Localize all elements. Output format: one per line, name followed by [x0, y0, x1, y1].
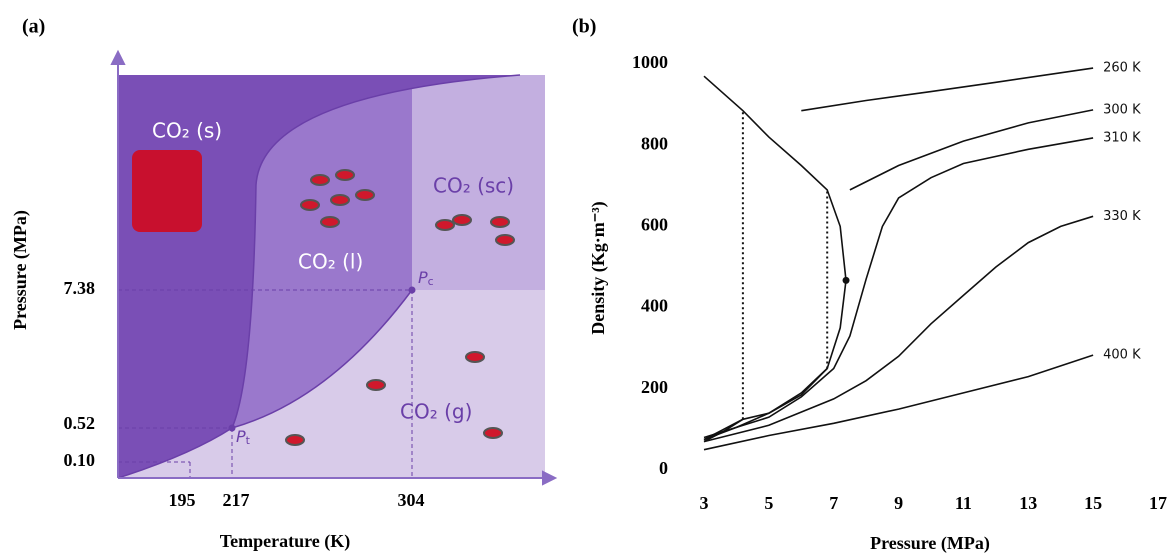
molecule: [286, 435, 304, 445]
x-axis-label: Temperature (K): [220, 531, 350, 552]
molecule: [311, 175, 329, 185]
series-line: [704, 110, 1093, 440]
x-axis-label: Pressure (MPa): [870, 533, 990, 554]
x-tick-label: 7: [829, 493, 838, 513]
y-tick-label: 600: [641, 215, 668, 235]
phase-label: CO₂ (sc): [433, 174, 514, 198]
triple-point: [229, 425, 236, 432]
y-tick-label: 1000: [632, 52, 668, 72]
molecule: [496, 235, 514, 245]
series-label: 260 K: [1103, 61, 1141, 76]
y-tick-label: 7.38: [64, 278, 96, 298]
y-tick-label: 200: [641, 377, 668, 397]
critical-point: [843, 277, 850, 284]
x-tick-label: 15: [1084, 493, 1102, 513]
x-tick-label: 3: [700, 493, 709, 513]
series-line: [704, 355, 1093, 450]
phase-label: CO₂ (g): [400, 400, 472, 424]
subscript: t: [246, 434, 251, 447]
x-tick-label: 9: [894, 493, 903, 513]
solid-lattice: [132, 150, 202, 232]
x-tick-label: 17: [1149, 493, 1167, 513]
y-axis-label: Pressure (MPa): [10, 210, 31, 330]
symbol: P: [418, 268, 428, 287]
molecule: [321, 217, 339, 227]
molecule: [466, 352, 484, 362]
x-tick-label: 11: [955, 493, 972, 513]
molecule: [484, 428, 502, 438]
x-tick-label: 304: [398, 490, 425, 510]
series-line: [704, 68, 1093, 442]
x-tick-label: 5: [764, 493, 773, 513]
plot-b: 0 200 400 600 800 1000 3 5 7 9 11 13 15 17 260 K 300 K 3…: [632, 52, 1167, 513]
x-tick-label: 13: [1019, 493, 1037, 513]
y-tick-label: 0.10: [64, 450, 96, 470]
molecule: [331, 195, 349, 205]
series-label: 310 K: [1103, 130, 1141, 145]
x-tick-label: 217: [223, 490, 250, 510]
molecule: [301, 200, 319, 210]
y-axis-label: Density (Kg·m⁻³): [588, 201, 609, 334]
arrow: [543, 472, 555, 484]
x-tick-label: 195: [169, 490, 196, 510]
subscript: c: [428, 275, 434, 288]
series-line: [704, 138, 1093, 438]
series-line: [704, 76, 846, 439]
molecule: [336, 170, 354, 180]
panel-label: (b): [572, 16, 596, 38]
y-tick-label: 800: [641, 133, 668, 153]
y-tick-label: 0: [659, 458, 668, 478]
molecule: [491, 217, 509, 227]
molecule: [436, 220, 454, 230]
series-label: 400 K: [1103, 348, 1141, 363]
series-label: 300 K: [1103, 102, 1141, 117]
panel-label: (a): [22, 16, 45, 38]
arrow: [112, 52, 124, 64]
y-tick-label: 400: [641, 296, 668, 316]
figure: (a) Pressure (MPa) Temperature (K) 7.38 …: [0, 0, 1171, 559]
molecule: [453, 215, 471, 225]
critical-point: [409, 287, 416, 294]
phase-label: CO₂ (l): [298, 250, 363, 274]
molecule: [367, 380, 385, 390]
series-line: [704, 216, 1093, 441]
series-label: 330 K: [1103, 209, 1141, 224]
molecule: [356, 190, 374, 200]
y-tick-label: 0.52: [64, 413, 96, 433]
phase-label: CO₂ (s): [152, 119, 222, 143]
symbol: P: [236, 427, 246, 446]
